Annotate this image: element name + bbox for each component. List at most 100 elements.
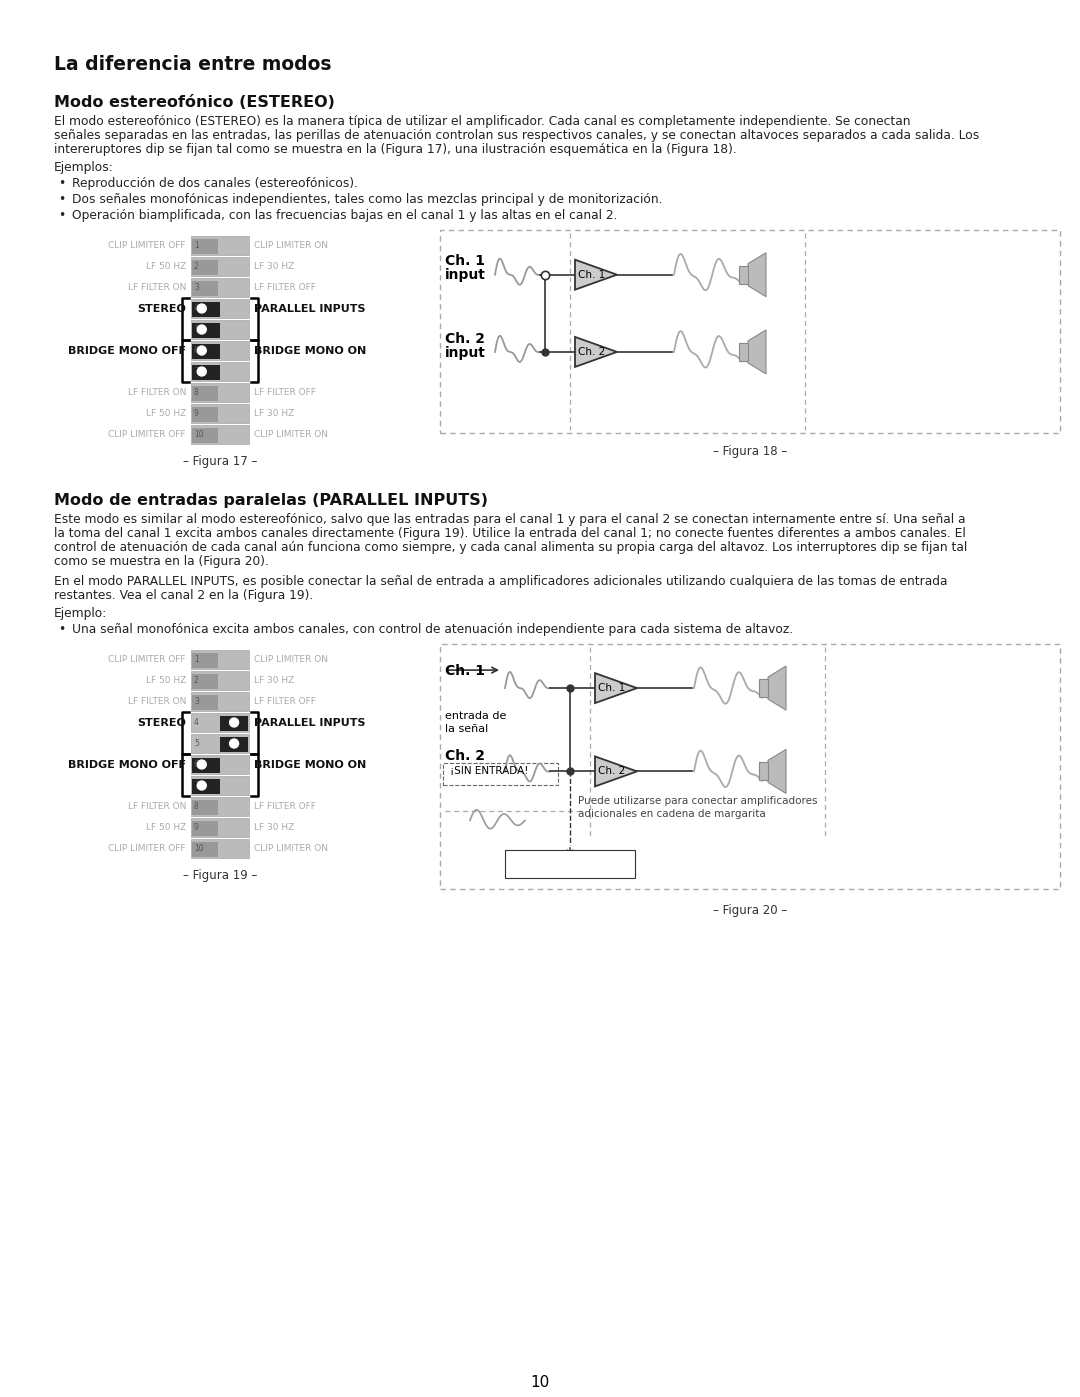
Bar (192, 260, 218, 274)
Text: CLIP LIMITER OFF: CLIP LIMITER OFF (108, 430, 186, 439)
Text: LF 50 HZ: LF 50 HZ (146, 263, 186, 271)
Bar (191, 819, 249, 837)
Text: ¡SIN ENTRADA!: ¡SIN ENTRADA! (450, 767, 528, 777)
Text: LF FILTER OFF: LF FILTER OFF (254, 697, 315, 705)
Text: •: • (58, 177, 65, 190)
Bar (191, 671, 249, 690)
Circle shape (230, 739, 239, 747)
Text: Este modo es similar al modo estereofónico, salvo que las entradas para el canal: Este modo es similar al modo estereofóni… (54, 513, 966, 527)
Text: 7: 7 (194, 367, 199, 376)
Bar (191, 650, 249, 669)
Text: la toma del canal 1 excita ambos canales directamente (Figura 19). Utilice la en: la toma del canal 1 excita ambos canales… (54, 527, 966, 541)
Polygon shape (768, 749, 786, 793)
Bar (220, 736, 248, 752)
Text: – Figura 17 –: – Figura 17 – (183, 455, 257, 468)
Text: •: • (58, 210, 65, 222)
Polygon shape (595, 673, 637, 703)
Bar (192, 841, 218, 856)
Polygon shape (575, 337, 617, 367)
Text: – Figura 19 –: – Figura 19 – (183, 869, 257, 882)
Bar (191, 278, 249, 298)
Text: Ch. 1: Ch. 1 (578, 270, 605, 279)
Text: En el modo PARALLEL INPUTS, es posible conectar la señal de entrada a amplificad: En el modo PARALLEL INPUTS, es posible c… (54, 576, 947, 588)
Text: LF FILTER ON: LF FILTER ON (127, 697, 186, 705)
Text: PARALLEL INPUTS: PARALLEL INPUTS (254, 303, 365, 313)
Text: Dos señales monofónicas independientes, tales como las mezclas principal y de mo: Dos señales monofónicas independientes, … (72, 193, 662, 205)
Bar (192, 323, 220, 338)
Text: PARALLEL INPUTS: PARALLEL INPUTS (254, 718, 365, 728)
Text: BRIDGE MONO ON: BRIDGE MONO ON (254, 345, 366, 355)
Text: BRIDGE MONO OFF: BRIDGE MONO OFF (68, 760, 186, 770)
Text: Ch. 2: Ch. 2 (445, 331, 485, 345)
Bar (191, 733, 249, 753)
Circle shape (198, 760, 206, 768)
Bar (191, 712, 249, 732)
Bar (191, 692, 249, 711)
Text: 4: 4 (194, 305, 199, 313)
Text: LF FILTER ON: LF FILTER ON (127, 802, 186, 812)
Text: LF 30 HZ: LF 30 HZ (254, 676, 294, 685)
Bar (440, 231, 1059, 433)
Text: 2: 2 (194, 676, 199, 685)
Bar (192, 239, 218, 253)
Text: BRIDGE MONO OFF: BRIDGE MONO OFF (68, 345, 186, 355)
Text: Ejemplos:: Ejemplos: (54, 161, 113, 175)
Text: 4: 4 (194, 718, 199, 726)
Text: como se muestra en la (Figura 20).: como se muestra en la (Figura 20). (54, 555, 269, 569)
Bar (192, 694, 218, 710)
Bar (191, 775, 249, 795)
Text: •: • (58, 623, 65, 636)
Text: La diferencia entre modos: La diferencia entre modos (54, 54, 332, 74)
Bar (192, 652, 218, 668)
Circle shape (198, 305, 206, 313)
Polygon shape (575, 260, 617, 289)
Bar (192, 673, 218, 689)
Polygon shape (748, 253, 766, 296)
Polygon shape (768, 666, 786, 710)
Text: Amplificador N.°2: Amplificador N.°2 (521, 859, 619, 870)
Text: CLIP LIMITER OFF: CLIP LIMITER OFF (108, 242, 186, 250)
Text: STEREO: STEREO (137, 303, 186, 313)
Bar (443, 763, 558, 785)
Text: 2: 2 (194, 263, 199, 271)
Text: Operación biamplificada, con las frecuencias bajas en el canal 1 y las altas en : Operación biamplificada, con las frecuen… (72, 210, 618, 222)
Text: 5: 5 (194, 739, 199, 747)
Bar (192, 386, 218, 401)
Text: 3: 3 (194, 284, 199, 292)
Text: 3: 3 (194, 697, 199, 705)
Text: Modo estereofónico (ESTEREO): Modo estereofónico (ESTEREO) (54, 95, 335, 110)
Bar (191, 299, 249, 319)
Bar (192, 778, 220, 793)
Text: CLIP LIMITER OFF: CLIP LIMITER OFF (108, 844, 186, 854)
Text: LF FILTER ON: LF FILTER ON (127, 388, 186, 397)
Text: Puede utilizarse para conectar amplificadores: Puede utilizarse para conectar amplifica… (578, 796, 818, 806)
Bar (191, 383, 249, 402)
Circle shape (198, 326, 206, 334)
Text: input: input (445, 268, 486, 282)
Bar (192, 757, 220, 773)
Bar (191, 362, 249, 381)
Bar (192, 344, 220, 359)
Text: LF 30 HZ: LF 30 HZ (254, 823, 294, 833)
Circle shape (198, 781, 206, 789)
Text: STEREO: STEREO (137, 718, 186, 728)
Circle shape (198, 346, 206, 355)
Text: CLIP LIMITER ON: CLIP LIMITER ON (254, 844, 328, 854)
Text: LF 30 HZ: LF 30 HZ (254, 409, 294, 418)
Text: Ch. 1: Ch. 1 (445, 254, 485, 268)
Bar (192, 365, 220, 380)
Bar (191, 425, 249, 444)
Bar (759, 763, 768, 781)
Text: señales separadas en las entradas, las perillas de atenuación controlan sus resp: señales separadas en las entradas, las p… (54, 129, 980, 142)
Bar (192, 407, 218, 422)
Text: CLIP LIMITER ON: CLIP LIMITER ON (254, 655, 328, 664)
Text: 9: 9 (194, 409, 199, 418)
Text: 6: 6 (194, 760, 199, 768)
Text: intereruptores dip se fijan tal como se muestra en la (Figura 17), una ilustraci: intereruptores dip se fijan tal como se … (54, 142, 737, 156)
Text: Ch. 1: Ch. 1 (445, 664, 485, 678)
Text: 10: 10 (194, 430, 204, 439)
Text: 1: 1 (194, 655, 199, 664)
Bar (739, 265, 748, 284)
Text: input: input (445, 345, 486, 359)
Text: 10: 10 (530, 1375, 550, 1390)
